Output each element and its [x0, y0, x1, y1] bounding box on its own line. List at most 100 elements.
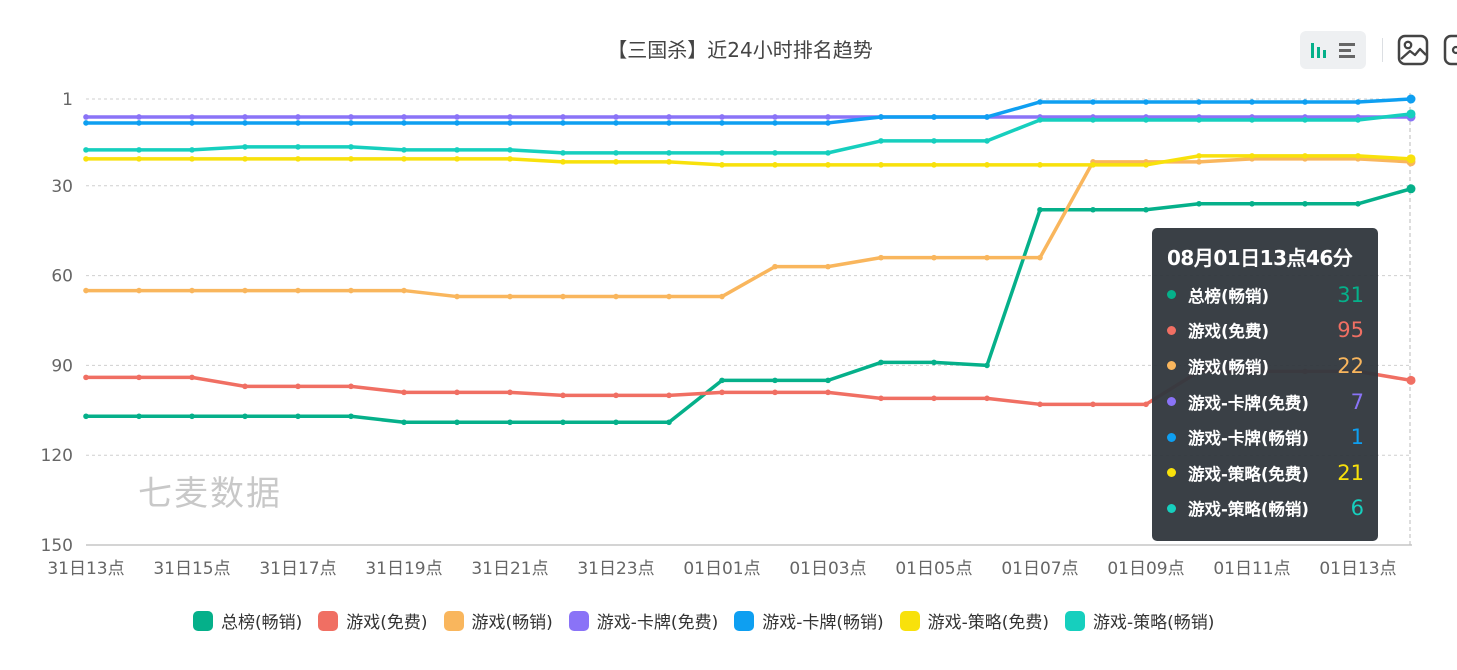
- data-point: [242, 114, 248, 120]
- y-tick-label: 30: [51, 177, 73, 197]
- data-point: [825, 389, 831, 396]
- data-point: [772, 150, 778, 156]
- data-point: [666, 159, 672, 165]
- y-tick-label: 1: [62, 90, 73, 110]
- data-point: [1355, 99, 1361, 105]
- data-point: [1196, 99, 1202, 105]
- data-point: [242, 383, 248, 390]
- legend-item[interactable]: 总榜(畅销): [193, 608, 302, 633]
- legend: 总榜(畅销) 游戏(免费) 游戏(畅销) 游戏-卡牌(免费) 游戏-卡牌(畅销)…: [193, 608, 1230, 633]
- data-point: [1302, 153, 1308, 159]
- x-tick-label: 01日09点: [1107, 559, 1184, 579]
- bar-chart-icon[interactable]: [1309, 40, 1329, 60]
- tooltip-dot-icon: [1167, 290, 1176, 300]
- data-point: [560, 293, 566, 300]
- data-point: [136, 147, 142, 153]
- x-tick-label: 31日15点: [153, 559, 230, 579]
- data-point: [1249, 153, 1255, 159]
- save-image-icon[interactable]: [1397, 34, 1429, 66]
- legend-item[interactable]: 游戏-卡牌(免费): [568, 608, 718, 633]
- data-point: [1143, 117, 1149, 123]
- data-point: [1143, 99, 1149, 105]
- data-point: [348, 383, 354, 390]
- data-point: [295, 156, 301, 162]
- data-point: [719, 114, 725, 120]
- data-point: [878, 359, 884, 366]
- data-point: [613, 114, 619, 120]
- data-point: [825, 263, 831, 270]
- data-point: [1090, 206, 1096, 213]
- data-point: [454, 419, 460, 426]
- legend-item[interactable]: 游戏-策略(畅销): [1065, 608, 1214, 633]
- data-point: [878, 162, 884, 168]
- data-point: [401, 389, 407, 396]
- data-point: [83, 374, 89, 381]
- tooltip-row: 总榜(畅销) 31: [1167, 277, 1364, 313]
- series-line: [84, 154, 1413, 167]
- data-point: [136, 287, 142, 294]
- y-tick-label: 60: [51, 267, 73, 287]
- data-point: [189, 413, 195, 420]
- data-point: [507, 419, 513, 426]
- data-point: [613, 120, 619, 126]
- data-point: [242, 156, 248, 162]
- data-point: [295, 114, 301, 120]
- data-point: [613, 293, 619, 300]
- data-point: [507, 389, 513, 396]
- data-point: [189, 156, 195, 162]
- axes: 1 30 60 90 120 150 31日13点 31日15点 31日17点 31日19点 31日…: [41, 90, 1412, 579]
- series-line: [84, 187, 1413, 425]
- tooltip-dot-icon: [1167, 468, 1176, 478]
- legend-item[interactable]: 游戏(免费): [318, 608, 428, 633]
- data-point: [1196, 117, 1202, 123]
- legend-swatch-icon: [1065, 610, 1086, 631]
- data-point: [772, 120, 778, 126]
- legend-item[interactable]: 游戏(畅销): [443, 608, 553, 633]
- legend-swatch-icon: [734, 610, 755, 631]
- legend-swatch-icon: [443, 610, 464, 631]
- data-point: [242, 287, 248, 294]
- legend-label: 游戏(免费): [346, 613, 428, 633]
- tooltip-row: 游戏(免费) 95: [1167, 313, 1364, 349]
- x-tick-label: 01日05点: [895, 559, 972, 579]
- data-point: [931, 138, 937, 144]
- data-point: [719, 162, 725, 168]
- tooltip-dot-icon: [1167, 325, 1176, 335]
- data-point: [1037, 401, 1043, 408]
- data-point: [878, 254, 884, 261]
- download-icon[interactable]: [1443, 34, 1457, 66]
- data-point: [984, 395, 990, 402]
- data-point: [1355, 200, 1361, 207]
- data-point: [1037, 162, 1043, 168]
- series-line: [84, 97, 1413, 125]
- tooltip-title: 08月01日13点46分: [1167, 246, 1353, 270]
- data-point: [401, 156, 407, 162]
- data-point: [931, 359, 937, 366]
- data-point: [454, 120, 460, 126]
- tooltip-series-value: 6: [1350, 496, 1364, 521]
- data-point: [560, 159, 566, 165]
- x-tick-label: 31日23点: [577, 559, 654, 579]
- data-point: [401, 419, 407, 426]
- data-point: [1196, 200, 1202, 207]
- data-point: [931, 254, 937, 261]
- data-point: [825, 162, 831, 168]
- data-point: [984, 114, 990, 120]
- data-point: [454, 389, 460, 396]
- tooltip-dot-icon: [1167, 503, 1176, 513]
- data-point: [825, 150, 831, 156]
- data-point: [189, 374, 195, 381]
- data-point: [666, 293, 672, 300]
- data-point: [401, 114, 407, 120]
- legend-item[interactable]: 游戏-卡牌(畅销): [734, 608, 884, 633]
- data-point: [83, 156, 89, 162]
- legend-item[interactable]: 游戏-策略(免费): [899, 608, 1049, 633]
- x-tick-label: 01日07点: [1001, 559, 1078, 579]
- data-point: [931, 114, 937, 120]
- data-point: [83, 147, 89, 153]
- tooltip-series-name: 游戏-卡牌(畅销): [1188, 429, 1309, 449]
- data-point: [1406, 109, 1416, 119]
- list-icon[interactable]: [1337, 40, 1357, 60]
- data-point: [295, 287, 301, 294]
- legend-swatch-icon: [899, 610, 920, 631]
